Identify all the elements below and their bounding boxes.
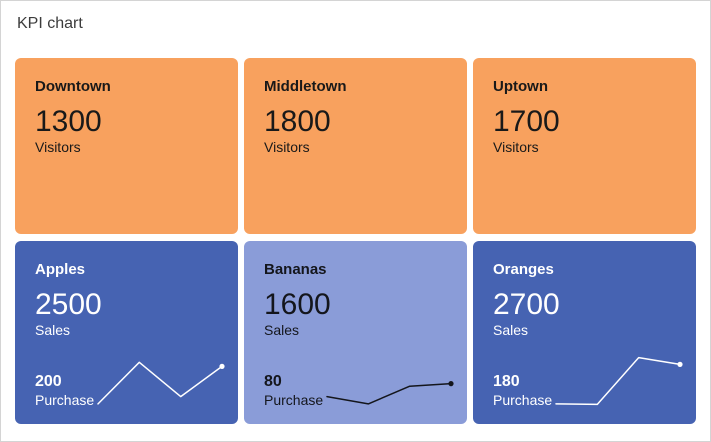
tile-metric: Visitors xyxy=(264,139,310,155)
secondary-value: 180 xyxy=(493,373,520,390)
kpi-tile-oranges: Oranges 2700 Sales 180 Purchase xyxy=(473,241,696,424)
tile-name: Uptown xyxy=(493,78,548,95)
kpi-tile-uptown: Uptown 1700 Visitors xyxy=(473,58,696,234)
tile-metric: Sales xyxy=(264,322,300,338)
tile-secondary: 200 Purchase xyxy=(35,373,94,409)
tile-value: 1300 xyxy=(35,105,102,138)
tile-secondary: 180 Purchase xyxy=(493,373,552,409)
sparkline-end-dot xyxy=(219,363,225,369)
tile-name: Oranges xyxy=(493,261,554,278)
tile-metric: Visitors xyxy=(35,139,81,155)
tile-value: 2500 xyxy=(35,288,102,321)
tile-metric: Sales xyxy=(493,322,529,338)
tile-name: Downtown xyxy=(35,78,111,95)
tile-value: 2700 xyxy=(493,288,560,321)
sparkline-path xyxy=(326,382,452,405)
tile-name: Middletown xyxy=(264,78,347,95)
purchase-sparkline xyxy=(97,361,225,405)
sparkline-path xyxy=(97,361,223,405)
purchase-sparkline xyxy=(326,381,454,405)
secondary-value: 200 xyxy=(35,373,62,390)
tile-metric: Visitors xyxy=(493,139,539,155)
tile-name: Apples xyxy=(35,261,86,278)
tile-value: 1800 xyxy=(264,105,331,138)
secondary-metric: Purchase xyxy=(493,392,553,408)
kpi-grid: Downtown 1300 Visitors Middletown 1800 V… xyxy=(15,58,696,424)
tile-metric: Sales xyxy=(35,322,71,338)
tile-value: 1600 xyxy=(264,288,331,321)
tile-name: Bananas xyxy=(264,261,327,278)
sparkline-end-dot xyxy=(448,381,454,387)
kpi-tile-middletown: Middletown 1800 Visitors xyxy=(244,58,467,234)
sparkline-path xyxy=(555,356,681,406)
page-title: KPI chart xyxy=(17,15,83,32)
purchase-sparkline xyxy=(555,356,683,406)
tile-secondary: 80 Purchase xyxy=(264,373,323,409)
kpi-tile-apples: Apples 2500 Sales 200 Purchase xyxy=(15,241,238,424)
secondary-metric: Purchase xyxy=(35,392,95,408)
secondary-metric: Purchase xyxy=(264,392,324,408)
kpi-tile-bananas: Bananas 1600 Sales 80 Purchase xyxy=(244,241,467,424)
secondary-value: 80 xyxy=(264,373,282,390)
sparkline-end-dot xyxy=(677,361,683,367)
kpi-tile-downtown: Downtown 1300 Visitors xyxy=(15,58,238,234)
tile-value: 1700 xyxy=(493,105,560,138)
